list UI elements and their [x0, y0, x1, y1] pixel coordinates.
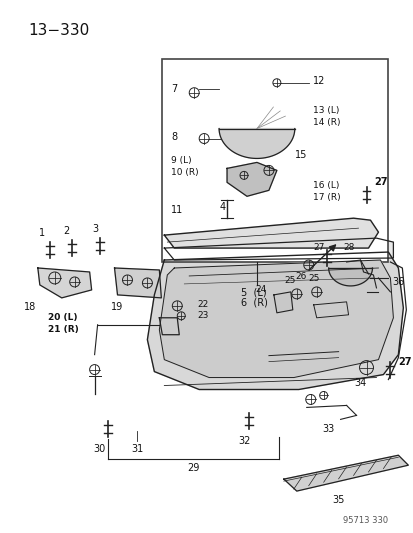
Text: 95713 330: 95713 330: [342, 516, 387, 525]
Text: 19: 19: [111, 302, 123, 312]
Text: 16 (L): 16 (L): [312, 181, 338, 190]
Text: 30: 30: [93, 445, 105, 454]
Text: 21 (R): 21 (R): [47, 325, 78, 334]
Polygon shape: [159, 318, 179, 335]
Polygon shape: [283, 455, 407, 491]
Polygon shape: [147, 252, 402, 390]
Text: 23: 23: [197, 311, 208, 320]
Bar: [162, 59, 387, 262]
Text: 25: 25: [307, 274, 319, 283]
Polygon shape: [38, 268, 91, 298]
Text: 34: 34: [354, 377, 366, 387]
Text: 14 (R): 14 (R): [312, 118, 339, 127]
Text: 7: 7: [171, 84, 177, 94]
Text: 27: 27: [397, 357, 411, 367]
Text: 9 (L): 9 (L): [171, 156, 192, 165]
Text: 25: 25: [283, 276, 295, 285]
Text: 24: 24: [255, 285, 266, 294]
Polygon shape: [328, 268, 372, 286]
Text: 3: 3: [93, 224, 98, 234]
Text: 4: 4: [218, 202, 225, 212]
Text: 31: 31: [131, 445, 143, 454]
Polygon shape: [218, 128, 294, 158]
Polygon shape: [159, 260, 392, 377]
Text: 26: 26: [294, 272, 306, 281]
Text: 10 (R): 10 (R): [171, 168, 198, 177]
Text: 27: 27: [374, 177, 387, 187]
Text: 13−330: 13−330: [28, 23, 89, 38]
Text: 8: 8: [171, 132, 177, 142]
Text: 12: 12: [312, 76, 324, 86]
Polygon shape: [164, 238, 392, 260]
Text: 35: 35: [332, 495, 344, 505]
Polygon shape: [164, 218, 377, 248]
Text: 22: 22: [197, 300, 208, 309]
Text: 29: 29: [187, 463, 199, 473]
Text: 5  (L): 5 (L): [240, 288, 266, 298]
Text: 18: 18: [24, 302, 36, 312]
Text: 32: 32: [237, 437, 249, 446]
Text: 11: 11: [171, 205, 183, 215]
Text: 1: 1: [39, 228, 45, 238]
Text: 36: 36: [392, 277, 404, 287]
Polygon shape: [313, 302, 348, 318]
Text: 6  (R): 6 (R): [240, 298, 267, 308]
Text: 28: 28: [342, 243, 354, 252]
Text: 33: 33: [322, 424, 334, 434]
Text: 17 (R): 17 (R): [312, 193, 339, 202]
Polygon shape: [226, 163, 276, 196]
Polygon shape: [273, 292, 292, 313]
Text: 13 (L): 13 (L): [312, 106, 338, 115]
Text: 15: 15: [294, 150, 306, 160]
Text: 20 (L): 20 (L): [47, 313, 77, 322]
Text: 2: 2: [64, 226, 70, 236]
Text: 27: 27: [312, 243, 324, 252]
Polygon shape: [114, 268, 161, 298]
